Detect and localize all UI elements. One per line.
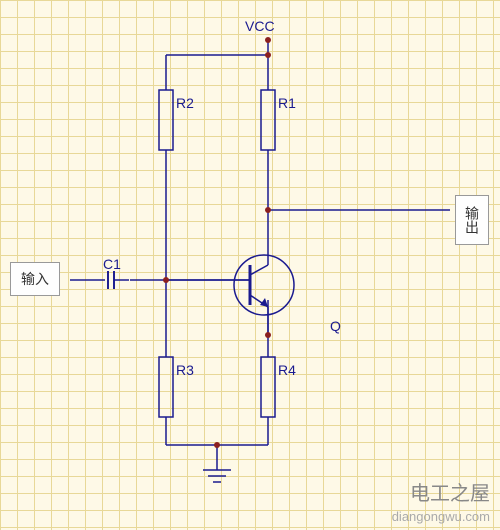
input-label: 输入 xyxy=(21,271,49,287)
circuit-svg xyxy=(0,0,500,530)
watermark-sub: diangongwu.com xyxy=(392,509,490,524)
label-r1: R1 xyxy=(278,95,296,111)
output-label: 输出 xyxy=(464,206,480,234)
label-c1: C1 xyxy=(103,256,121,272)
label-q: Q xyxy=(330,318,341,334)
label-r4: R4 xyxy=(278,362,296,378)
output-box: 输出 xyxy=(455,195,489,245)
input-box: 输入 xyxy=(10,262,60,296)
label-r3: R3 xyxy=(176,362,194,378)
watermark-main: 电工之屋 xyxy=(410,477,490,506)
label-vcc: VCC xyxy=(245,18,275,34)
label-r2: R2 xyxy=(176,95,194,111)
